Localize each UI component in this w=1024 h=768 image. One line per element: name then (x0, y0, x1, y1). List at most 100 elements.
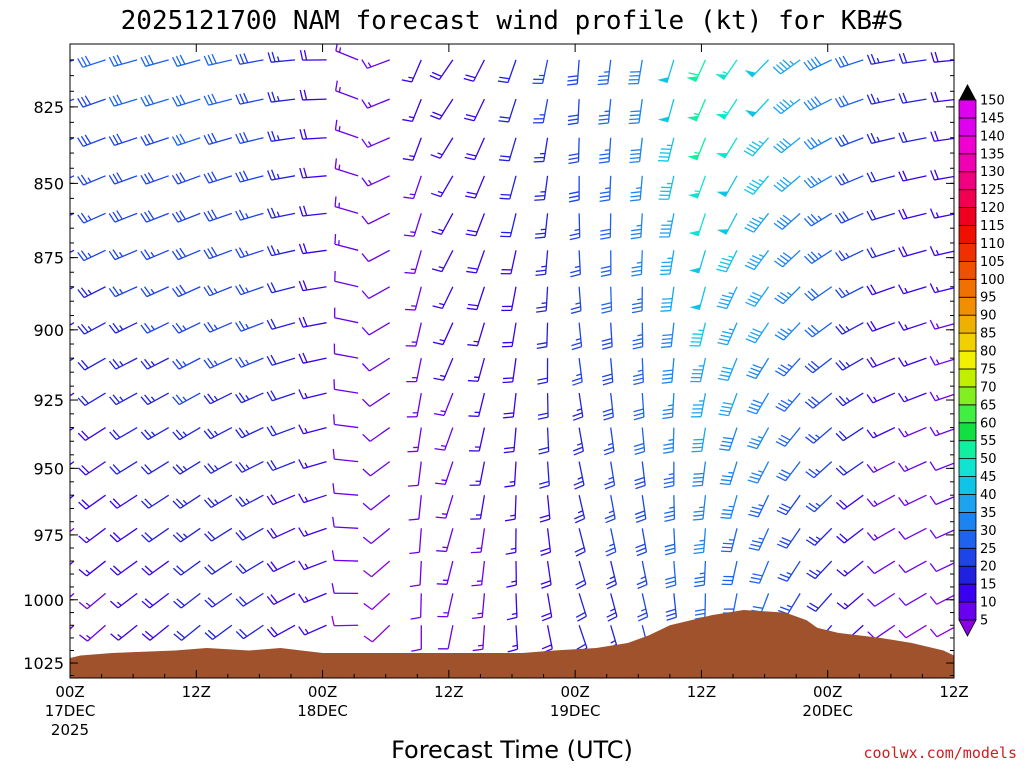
colorbar-swatch (958, 225, 977, 244)
wind-barb (70, 560, 75, 566)
wind-barb (108, 210, 138, 223)
wind-barb (335, 44, 359, 61)
wind-barb (504, 461, 517, 488)
wind-barb (333, 307, 359, 324)
wind-barb (141, 624, 170, 641)
wind-barb (406, 392, 422, 418)
wind-barb (661, 358, 675, 384)
wind-barb (203, 53, 233, 66)
x-tick-date: 20DEC (802, 702, 853, 720)
wind-barb (836, 527, 864, 544)
wind-barb (898, 527, 927, 540)
wind-barb (70, 461, 75, 466)
wind-barb (362, 527, 391, 545)
wind-barb (361, 59, 390, 69)
wind-barb (806, 592, 833, 612)
wind-barb (748, 494, 770, 518)
wind-barb (171, 133, 201, 146)
wind-barb (688, 213, 707, 237)
wind-barb (77, 95, 106, 108)
wind-barb (866, 53, 895, 65)
wind-barb (540, 560, 552, 589)
wind-barb (498, 98, 517, 123)
wind-barb (898, 321, 927, 331)
wind-barb (541, 625, 553, 654)
wind-barb (362, 427, 391, 442)
wind-barb (835, 286, 864, 299)
wind-barb (266, 390, 296, 402)
wind-barb (657, 98, 675, 123)
wind-barb (689, 322, 707, 347)
wind-barb (333, 343, 359, 359)
wind-barb (719, 461, 738, 486)
wind-barb (715, 98, 738, 120)
wind-barb (408, 495, 422, 521)
wind-barb (109, 560, 138, 576)
wind-barb (469, 461, 486, 486)
wind-barb (694, 561, 707, 588)
wind-barb (687, 175, 707, 199)
wind-barb (266, 527, 296, 539)
wind-barb (688, 250, 707, 274)
wind-barb (468, 392, 486, 418)
wind-barb (503, 393, 517, 419)
wind-barb (298, 592, 327, 604)
wind-barb (499, 175, 517, 200)
wind-barb (140, 494, 170, 509)
wind-barb (362, 494, 391, 511)
wind-barb (299, 89, 327, 101)
wind-barb (235, 247, 264, 259)
wind-barb (70, 427, 75, 432)
wind-barb (408, 461, 422, 487)
wind-barb (774, 357, 801, 377)
wind-barb (266, 245, 296, 257)
wind-barb (436, 528, 454, 553)
wind-barb (569, 213, 581, 241)
colorbar-swatch (958, 135, 977, 155)
colorbar-swatch (958, 547, 977, 567)
x-tick-year: 2025 (51, 721, 89, 739)
wind-barb (929, 246, 954, 257)
wind-barb (298, 352, 327, 364)
wind-barb (598, 137, 612, 164)
wind-barb (866, 392, 896, 404)
colorbar-label: 10 (980, 596, 997, 611)
wind-barb (867, 624, 896, 640)
wind-barb (266, 207, 296, 219)
wind-barb (898, 246, 927, 258)
colorbar-legend: 5 10 15 20 25 30 35 40 45 50 55 60 65 70 75 80 85 90 95 100… (958, 84, 1005, 637)
wind-barb (898, 92, 927, 104)
wind-barb (406, 358, 422, 383)
wind-barb (70, 624, 75, 630)
wind-barb (266, 425, 296, 437)
wind-barb (662, 393, 675, 420)
wind-barb (775, 427, 801, 447)
wind-barb (407, 427, 422, 453)
wind-barb (361, 357, 391, 372)
wind-barb (658, 175, 675, 200)
wind-barb (803, 56, 832, 71)
wind-barb (266, 560, 296, 573)
wind-barb (141, 527, 170, 543)
wind-barb (333, 379, 359, 394)
wind-barb (203, 321, 233, 333)
wind-barb (536, 322, 549, 350)
wind-barb (235, 461, 264, 473)
wind-barb (203, 426, 233, 440)
wind-barb (334, 196, 359, 214)
wind-barb (747, 427, 770, 450)
x-tick-label: 00Z (813, 683, 842, 701)
wind-barb (109, 527, 138, 543)
wind-barb (77, 392, 106, 407)
colorbar-swatch (958, 350, 977, 370)
y-tick-label: 975 (33, 526, 64, 545)
wind-barb (628, 59, 643, 85)
wind-barb (504, 495, 517, 522)
x-tick-label: 00Z (55, 683, 84, 701)
wind-barb (78, 527, 106, 544)
colorbar-label: 35 (980, 506, 997, 521)
wind-barb (464, 137, 486, 161)
wind-barb (930, 130, 954, 142)
colorbar-swatch (958, 260, 977, 280)
